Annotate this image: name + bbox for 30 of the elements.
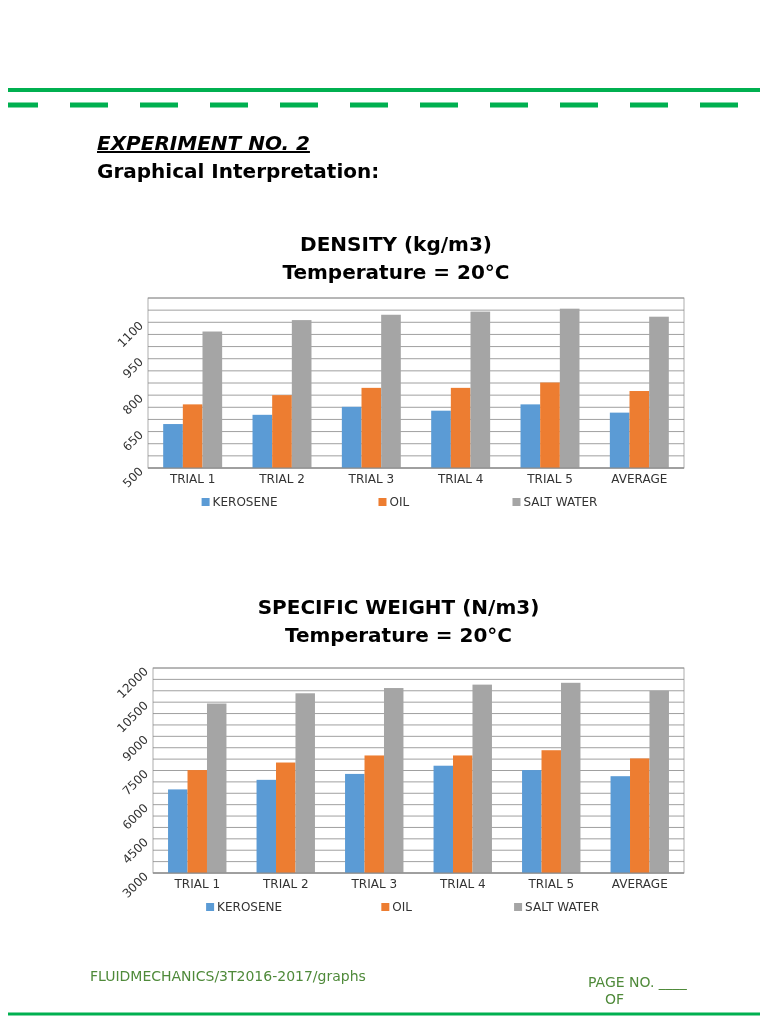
text: EXPERIMENT NO. 2 [97,131,310,155]
y-tick-label: 950 [120,354,147,382]
x-tick-label: TRIAL 3 [347,472,395,486]
x-tick-label: TRIAL 2 [258,472,305,486]
legend-label: KEROSENE [217,900,283,914]
chart-title: DENSITY (kg/m3) [300,232,492,256]
text: Graphical Interpretation: [97,159,380,183]
legend-label: SALT WATER [523,495,598,509]
y-tick-label: 800 [120,391,147,418]
x-tick-label: TRIAL 1 [168,472,216,486]
text: FLUIDMECHANICS/3T2016-2017/graphs [90,968,366,984]
x-tick-label: TRIAL 4 [436,472,484,486]
legend-label: OIL [389,495,410,509]
x-tick-label: AVERAGE [611,877,668,891]
chart-subtitle: Temperature = 20°C [284,623,513,647]
chart-title: SPECIFIC WEIGHT (N/m3) [257,595,540,619]
x-tick-label: TRIAL 5 [527,877,575,891]
x-tick-label: TRIAL 3 [350,877,398,891]
x-tick-label: TRIAL 1 [173,877,221,891]
legend-label: SALT WATER [525,900,600,914]
y-tick-label: 650 [120,427,147,454]
text: PAGE NO. ____ [588,974,688,990]
legend-label: KEROSENE [212,495,278,509]
chart-subtitle: Temperature = 20°C [282,260,510,284]
x-tick-label: TRIAL 5 [526,472,573,486]
x-tick-label: TRIAL 2 [261,877,309,891]
text: OF [605,991,625,1007]
legend-label: OIL [392,900,413,914]
x-tick-label: AVERAGE [611,472,668,486]
x-tick-label: TRIAL 4 [438,877,486,891]
